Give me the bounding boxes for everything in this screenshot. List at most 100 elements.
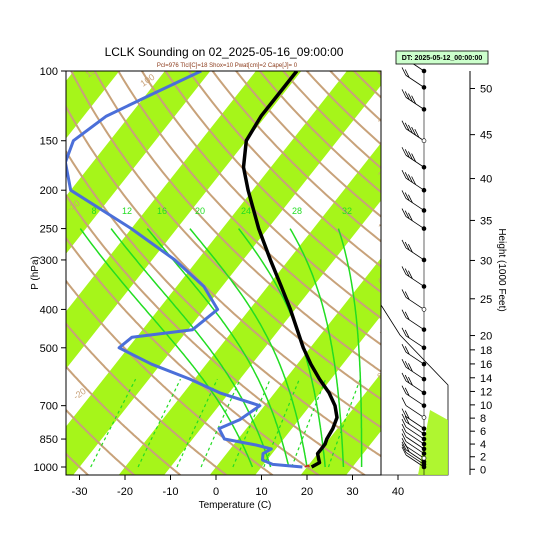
datetime-box: DT: 2025-05-12_00:00:00 xyxy=(395,50,489,65)
barb-flag xyxy=(401,372,407,382)
barb-flag xyxy=(401,266,407,275)
barb-flag xyxy=(411,126,416,136)
barb-dot xyxy=(421,187,427,193)
dry-adiabat-line xyxy=(392,62,540,475)
barb-dot xyxy=(421,361,427,367)
mixing-ratio-label: 12 xyxy=(122,206,132,216)
adiabat-label: 0 xyxy=(376,276,386,287)
barb-flag xyxy=(404,311,410,320)
adiabat-label: 20 xyxy=(376,167,390,181)
dry-adiabat-line xyxy=(117,71,381,346)
height-tick-label: 30 xyxy=(480,255,492,267)
adiabat-label: 30 xyxy=(376,114,390,128)
wind-barb xyxy=(401,208,427,231)
height-tick-label: 10 xyxy=(480,400,492,412)
x-tick-label: 20 xyxy=(301,486,313,498)
height-tick-label: 50 xyxy=(480,83,492,95)
barb-flag xyxy=(408,212,413,221)
dry-adiabat-line xyxy=(66,365,182,475)
barb-flag xyxy=(404,172,410,181)
dry-adiabat-line xyxy=(187,71,381,268)
dry-adiabat-line xyxy=(66,236,320,475)
height-tick-label: 40 xyxy=(480,174,492,186)
height-tick-label: 45 xyxy=(480,130,492,142)
wind-barb xyxy=(401,437,427,461)
mixing-ratio-label: 32 xyxy=(342,206,352,216)
barb-flag xyxy=(408,151,413,160)
height-tick-label: 18 xyxy=(480,345,492,357)
dry-adiabat-line xyxy=(70,71,381,401)
wind-barb xyxy=(401,358,427,382)
mixing-ratio-label: 16 xyxy=(157,206,167,216)
barb-flag xyxy=(408,174,413,183)
x-tick-label: 40 xyxy=(392,486,404,498)
adiabat-label: 150 xyxy=(83,63,101,80)
barb-dot xyxy=(421,85,427,90)
x-tick-label: 10 xyxy=(255,486,267,498)
barb-flag xyxy=(401,309,407,318)
wind-barb xyxy=(401,372,427,396)
barb-flag xyxy=(408,194,413,203)
barb-flag xyxy=(401,239,407,249)
barb-flag xyxy=(401,67,407,76)
barb-flag xyxy=(404,149,410,158)
barb-dot xyxy=(421,426,427,431)
barb-dot xyxy=(421,436,427,442)
wind-barb xyxy=(401,418,427,442)
barb-dot xyxy=(421,107,427,112)
temperature-band xyxy=(118,142,381,475)
barb-staff xyxy=(405,454,425,468)
barb-flag xyxy=(401,89,407,98)
barb-staff xyxy=(405,441,425,454)
mixing-ratio-line xyxy=(176,378,218,468)
dry-adiabat-line xyxy=(211,71,381,243)
adiabat-label: -10 xyxy=(376,321,392,337)
dry-adiabat-line xyxy=(164,71,381,294)
plot-frame xyxy=(65,70,382,476)
barb-flag xyxy=(401,418,407,428)
p-tick-label: 300 xyxy=(40,255,58,267)
barb-flag xyxy=(408,124,413,134)
barb-flag xyxy=(404,192,410,201)
barb-staff xyxy=(405,452,425,465)
wind-barb xyxy=(401,413,427,437)
wind-barb xyxy=(401,170,427,193)
moist-adiabat-line xyxy=(189,228,308,468)
y-axis-label: P (hPa) xyxy=(30,256,41,290)
barb-dot xyxy=(421,307,427,312)
mixing-ratio-line xyxy=(137,378,182,468)
p-tick-label: 850 xyxy=(40,434,58,446)
barb-flag xyxy=(401,428,407,438)
x-tick-label: -10 xyxy=(163,486,179,498)
x-tick-label: -20 xyxy=(117,486,133,498)
barb-flag xyxy=(404,91,410,100)
barb-dot xyxy=(421,208,427,213)
barb-dot xyxy=(421,345,427,351)
barb-flag xyxy=(414,128,420,138)
barb-dot xyxy=(421,226,427,231)
barb-flag xyxy=(404,210,410,219)
barb-flag xyxy=(404,410,410,419)
wind-barb xyxy=(401,67,427,90)
barb-flag xyxy=(401,190,407,199)
barb-flag xyxy=(404,387,410,396)
p-tick-label: 200 xyxy=(40,185,58,197)
dry-adiabat-line xyxy=(66,104,381,429)
barb-flag xyxy=(401,344,407,353)
dry-adiabat-line xyxy=(66,149,381,458)
moist-adiabat-line xyxy=(146,228,290,468)
wind-barb xyxy=(401,408,427,431)
moist-adiabat-line xyxy=(238,228,326,468)
adiabat-label: 10 xyxy=(376,219,390,233)
barb-flag xyxy=(401,147,407,156)
wind-barb xyxy=(401,239,427,263)
barb-flag xyxy=(404,69,410,78)
wind-barb xyxy=(401,190,427,213)
mixing-ratio-label: 24 xyxy=(241,206,251,216)
barb-flag xyxy=(404,268,410,277)
barb-flag xyxy=(401,413,407,423)
dry-adiabat-line xyxy=(376,71,381,76)
barb-dot xyxy=(421,327,427,332)
p-tick-label: 250 xyxy=(40,224,58,236)
p-tick-label: 100 xyxy=(40,66,58,78)
